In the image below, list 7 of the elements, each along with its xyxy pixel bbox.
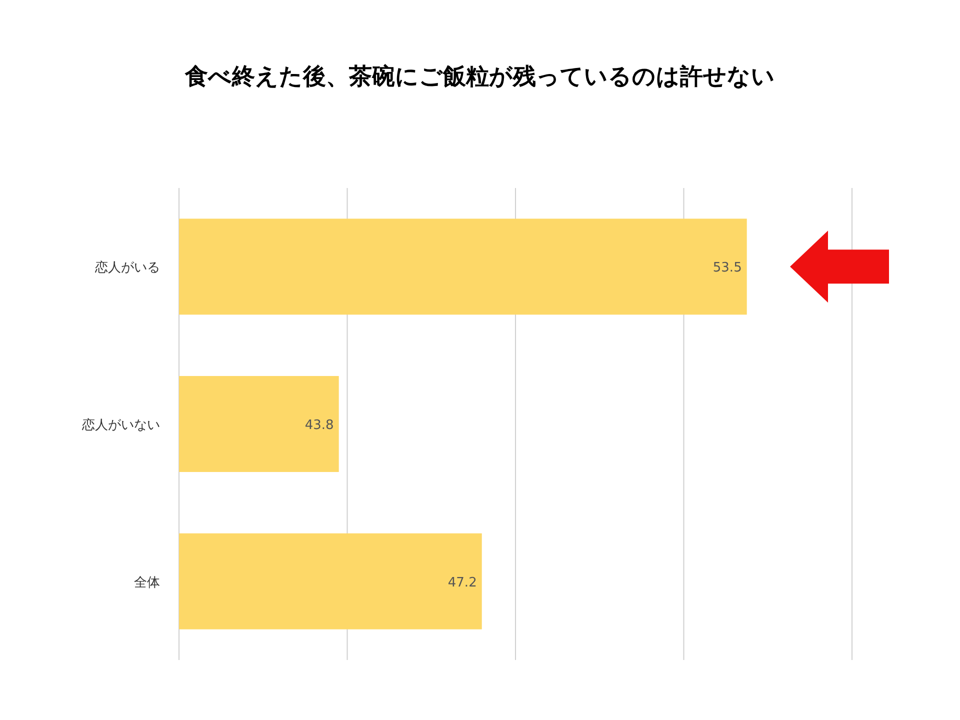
chart-title: 食べ終えた後、茶碗にご飯粒が残っているのは許せない (184, 63, 775, 90)
data-label: 43.8 (304, 418, 334, 433)
data-label: 53.5 (712, 260, 742, 276)
y-tick-label: 恋人がいる (94, 260, 160, 276)
y-tick-label: 全体 (134, 575, 160, 590)
y-tick-label: 恋人がいない (81, 417, 160, 433)
data-label: 47.2 (448, 575, 477, 590)
